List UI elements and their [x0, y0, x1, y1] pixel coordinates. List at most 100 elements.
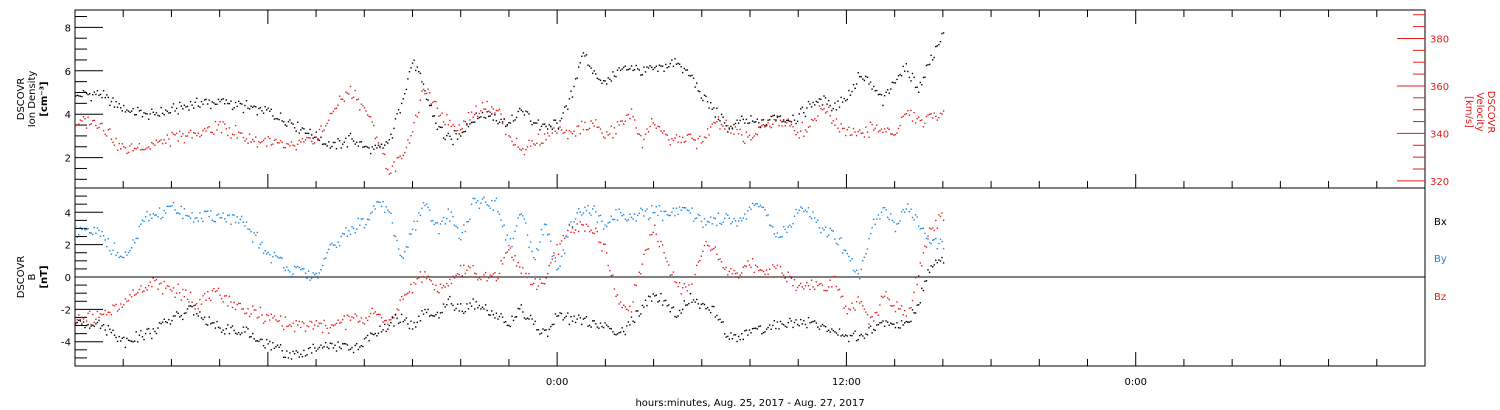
velocity-point — [714, 122, 716, 124]
bx-point — [158, 322, 161, 324]
density-point — [501, 121, 504, 123]
velocity-point — [98, 126, 100, 129]
by-point — [692, 220, 695, 222]
velocity-point — [604, 137, 606, 139]
density-point — [564, 106, 566, 108]
density-point — [236, 105, 238, 107]
bx-point — [228, 332, 231, 335]
velocity-point — [343, 100, 345, 102]
by-point — [82, 227, 85, 230]
bz-point — [713, 248, 715, 250]
bz-point — [158, 283, 161, 285]
velocity-point — [812, 119, 814, 122]
bz-point — [637, 276, 639, 278]
velocity-point — [692, 139, 695, 141]
density-point — [340, 147, 342, 149]
density-point — [713, 107, 715, 109]
by-point — [930, 243, 932, 245]
bx-point — [166, 321, 168, 324]
bx-point — [606, 324, 608, 326]
bz-point — [368, 315, 370, 318]
density-point — [918, 91, 920, 93]
bz-point — [219, 294, 221, 296]
bz-point — [559, 243, 561, 245]
density-point — [691, 74, 693, 77]
bx-point — [553, 323, 555, 325]
density-point — [453, 130, 456, 132]
velocity-point — [253, 140, 255, 143]
by-point — [135, 237, 137, 240]
by-point — [411, 228, 414, 231]
density-point — [107, 96, 109, 99]
by-point — [834, 238, 836, 240]
bz-point — [787, 271, 789, 273]
velocity-point — [264, 137, 266, 140]
density-point — [106, 94, 108, 96]
velocity-point — [352, 96, 355, 98]
by-point — [860, 268, 862, 271]
bx-point — [495, 312, 498, 314]
bx-point — [338, 346, 341, 348]
velocity-point — [501, 122, 504, 125]
density-point — [651, 66, 653, 68]
density-point — [545, 125, 547, 128]
density-point — [741, 115, 743, 117]
density-point — [900, 75, 903, 77]
velocity-point — [525, 148, 527, 151]
density-point — [427, 99, 429, 101]
by-point — [356, 228, 358, 230]
density-point — [941, 32, 943, 35]
bx-point — [352, 351, 355, 354]
density-point — [831, 109, 833, 112]
bx-point — [359, 346, 361, 348]
bz-point — [837, 289, 839, 291]
by-point — [422, 202, 425, 204]
velocity-point — [342, 98, 344, 100]
bz-point — [394, 314, 397, 316]
bz-point — [180, 299, 182, 301]
by-point — [545, 223, 547, 226]
density-point — [328, 141, 330, 143]
density-point — [495, 120, 498, 122]
by-point — [365, 223, 367, 226]
bz-point — [307, 325, 310, 328]
by-point — [452, 216, 454, 218]
bz-point — [275, 319, 277, 321]
velocity-point — [266, 145, 268, 147]
density-point — [562, 112, 564, 114]
density-point — [810, 106, 813, 108]
velocity-point — [590, 120, 592, 122]
bx-point — [115, 336, 117, 339]
density-point — [385, 141, 387, 143]
velocity-point — [539, 144, 541, 146]
bz-point — [694, 273, 696, 276]
bx-point — [621, 327, 623, 329]
by-point — [101, 230, 103, 233]
density-point — [498, 121, 501, 123]
velocity-point — [601, 132, 603, 134]
bz-point — [607, 264, 609, 267]
by-point — [397, 248, 400, 250]
density-point — [405, 88, 408, 91]
bz-point — [102, 313, 105, 315]
bx-point — [112, 329, 114, 331]
density-point — [826, 103, 828, 105]
bz-point — [500, 260, 502, 262]
by-point — [649, 217, 651, 219]
velocity-point — [366, 114, 369, 116]
density-point — [81, 95, 83, 98]
bz-point — [373, 312, 375, 315]
b-axis-title-line2: B — [27, 273, 38, 280]
by-point — [686, 209, 689, 211]
density-point — [116, 106, 119, 108]
velocity-point — [593, 125, 595, 127]
by-point — [778, 236, 780, 239]
by-point — [191, 212, 193, 214]
velocity-point — [436, 107, 439, 109]
velocity-point — [463, 120, 465, 122]
bz-point — [728, 270, 730, 273]
velocity-axis-title: DSCOVR Velocity [km/s] — [1463, 91, 1496, 134]
velocity-point — [755, 133, 757, 135]
bz-point — [652, 231, 654, 234]
bx-point — [107, 325, 109, 327]
